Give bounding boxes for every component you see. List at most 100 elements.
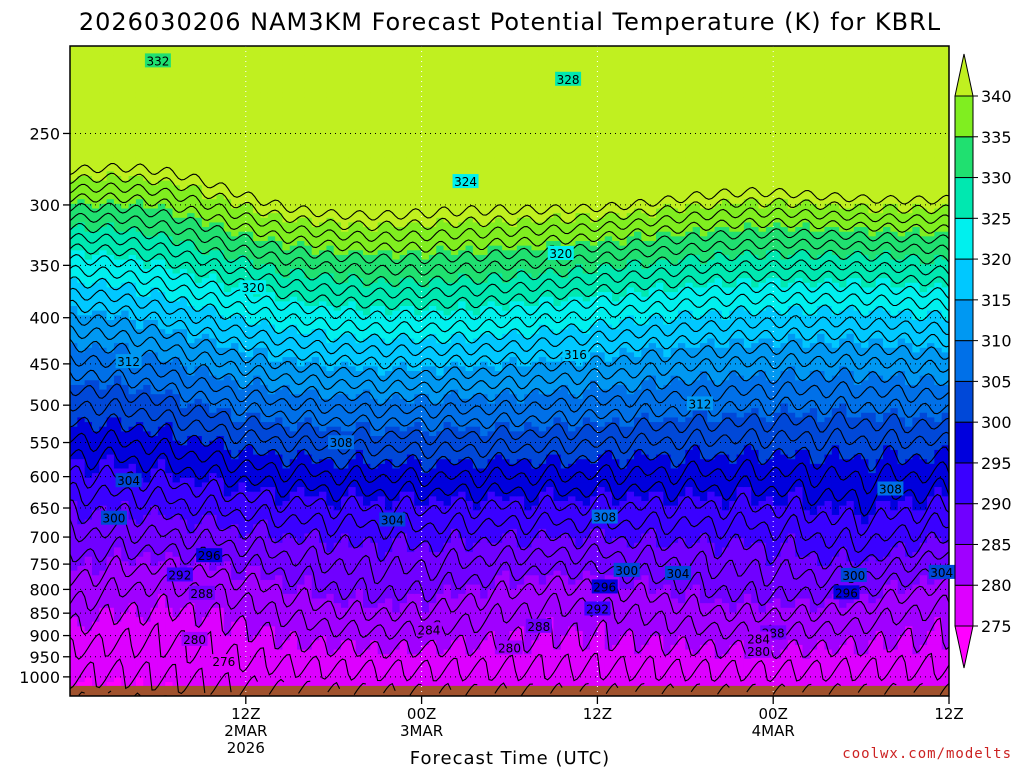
band-cell: [260, 97, 269, 103]
band-cell: [245, 208, 254, 214]
band-cell: [223, 431, 232, 437]
band-cell: [289, 510, 298, 516]
band-cell: [113, 635, 122, 641]
band-cell: [238, 166, 247, 172]
band-cell: [106, 157, 115, 163]
band-cell: [326, 64, 335, 70]
band-cell: [304, 55, 313, 61]
band-cell: [84, 426, 93, 432]
band-cell: [253, 50, 262, 56]
band-cell: [135, 138, 144, 145]
band-cell: [121, 468, 130, 474]
band-cell: [319, 649, 327, 655]
band-cell: [150, 408, 159, 414]
band-cell: [304, 394, 313, 400]
band-cell: [267, 162, 276, 168]
band-cell: [260, 454, 269, 460]
band-cell: [143, 73, 152, 80]
band-cell: [319, 357, 327, 363]
band-cell: [289, 273, 298, 279]
band-cell: [84, 473, 93, 479]
band-cell: [326, 162, 335, 168]
band-cell: [275, 482, 284, 488]
band-cell: [216, 55, 225, 61]
band-cell: [135, 245, 144, 251]
band-cell: [311, 459, 320, 465]
band-cell: [319, 315, 327, 321]
band-cell: [135, 259, 144, 265]
band-cell: [297, 454, 305, 460]
band-cell: [223, 106, 232, 112]
band-cell: [275, 547, 284, 553]
band-cell: [187, 83, 196, 89]
band-cell: [297, 408, 305, 414]
band-cell: [99, 454, 108, 460]
band-cell: [231, 254, 240, 261]
band-cell: [319, 64, 327, 70]
band-cell: [70, 222, 78, 228]
band-cell: [275, 477, 284, 484]
band-cell: [267, 487, 276, 493]
band-cell: [165, 654, 174, 660]
band-cell: [165, 668, 174, 674]
band-cell: [297, 282, 305, 289]
band-cell: [113, 654, 122, 660]
band-cell: [143, 468, 152, 474]
band-cell: [165, 310, 174, 316]
band-cell: [297, 640, 305, 646]
band-cell: [128, 449, 137, 456]
band-cell: [194, 73, 203, 80]
band-cell: [91, 194, 100, 200]
band-cell: [275, 282, 284, 289]
band-cell: [297, 384, 305, 391]
band-cell: [238, 547, 247, 553]
band-cell: [275, 301, 284, 307]
band-cell: [84, 403, 93, 409]
band-cell: [150, 231, 159, 237]
band-cell: [209, 227, 218, 233]
band-cell: [275, 129, 284, 135]
band-cell: [304, 501, 313, 507]
band-cell: [275, 528, 284, 535]
band-cell: [179, 59, 188, 66]
band-cell: [267, 287, 276, 293]
band-cell: [245, 570, 254, 576]
band-cell: [267, 589, 276, 595]
band-cell: [194, 361, 203, 367]
band-cell: [319, 338, 327, 344]
band-cell: [194, 55, 203, 61]
band-cell: [319, 375, 327, 381]
band-cell: [319, 371, 327, 377]
band-cell: [289, 292, 298, 298]
band-cell: [216, 46, 225, 52]
band-cell: [165, 324, 174, 330]
band-cell: [179, 501, 188, 507]
band-cell: [267, 607, 276, 614]
band-cell: [121, 384, 130, 391]
band-cell: [70, 394, 78, 400]
band-cell: [201, 189, 210, 196]
band-cell: [223, 338, 232, 344]
band-cell: [172, 514, 181, 521]
band-cell: [238, 496, 247, 502]
band-cell: [70, 357, 78, 363]
band-cell: [128, 162, 137, 168]
band-cell: [179, 477, 188, 484]
band-cell: [121, 621, 130, 627]
band-cell: [311, 78, 320, 84]
band-cell: [99, 570, 108, 576]
band-cell: [150, 579, 159, 586]
band-cell: [275, 310, 284, 316]
band-cell: [260, 59, 269, 66]
band-cell: [267, 593, 276, 600]
band-cell: [297, 268, 305, 275]
band-cell: [194, 101, 203, 107]
band-cell: [91, 78, 100, 84]
band-cell: [297, 473, 305, 479]
band-cell: [128, 259, 137, 265]
band-cell: [238, 626, 247, 632]
band-cell: [238, 463, 247, 470]
band-cell: [172, 556, 181, 562]
band-cell: [128, 617, 137, 623]
band-cell: [157, 412, 166, 419]
